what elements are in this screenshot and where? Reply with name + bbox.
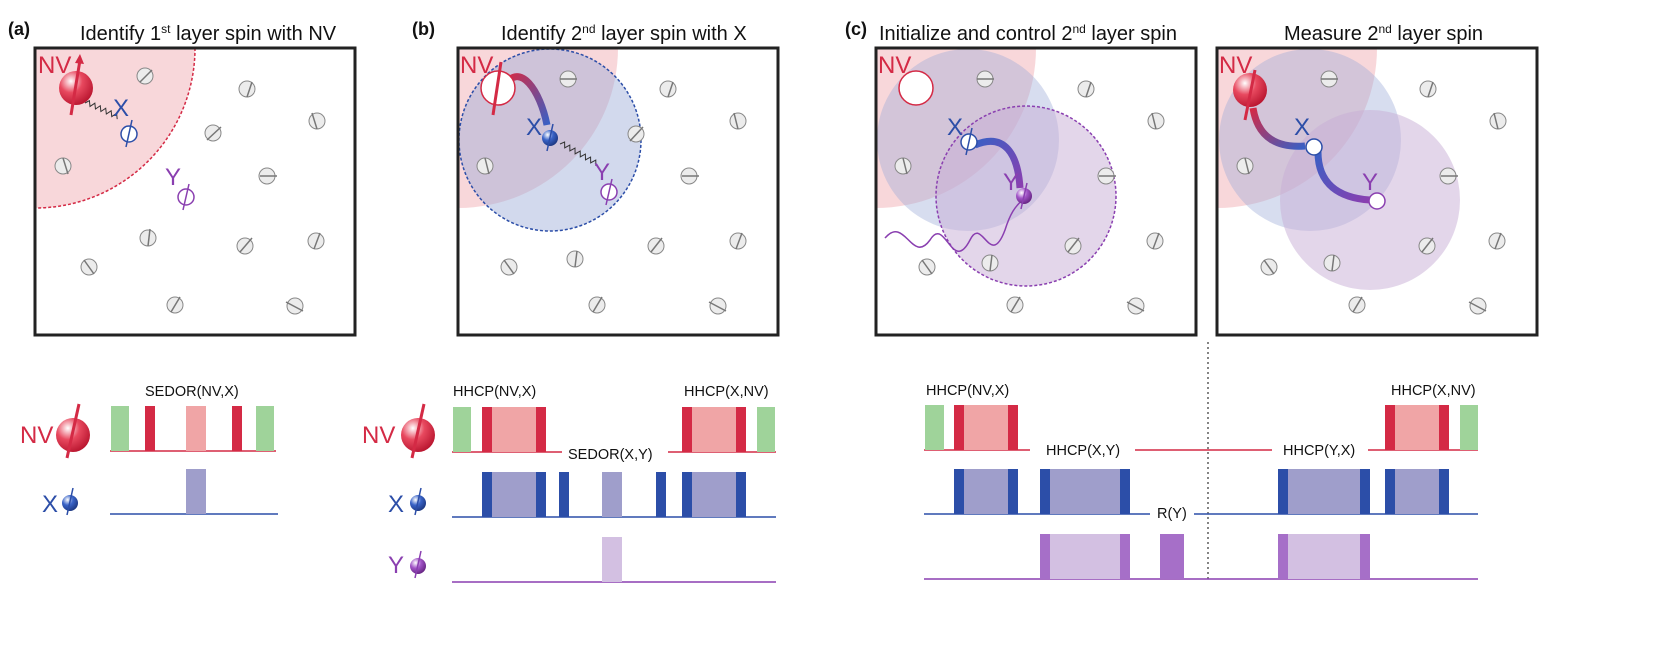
background-spin-arrows — [62, 69, 321, 313]
y-row-label: Y — [388, 552, 404, 579]
panel-b-letter: (b) — [412, 19, 435, 39]
x-label: X — [947, 114, 963, 141]
panel-b-frame — [456, 46, 780, 337]
nv-spinlock-pulse — [692, 407, 736, 452]
panel-c-left-frame — [874, 46, 1198, 337]
panel-b: (b) Identify 2nd layer spin with X NV X — [362, 19, 780, 583]
rf-drive-wave — [884, 199, 1023, 252]
green-pulse — [453, 407, 471, 452]
y-label: Y — [1362, 169, 1378, 196]
nv-label: NV — [38, 52, 71, 79]
green-pulse — [111, 406, 129, 451]
hhcp-y-x-label: HHCP(Y,X) — [1283, 443, 1355, 459]
coupling-wave — [84, 99, 118, 120]
x-spin — [1305, 138, 1323, 156]
background-spin-arrows — [1244, 78, 1502, 313]
nv-row-label: NV — [362, 422, 395, 449]
nv-label: NV — [878, 52, 911, 79]
panel-c-right-frame — [1215, 46, 1539, 337]
nv-spin-arrow — [69, 59, 82, 116]
hhcp-x-y-label: HHCP(X,Y) — [1046, 443, 1120, 459]
sedor-x-y-label: SEDOR(X,Y) — [568, 447, 653, 463]
panel-c-pulse-sequence: HHCP(NV,X) HHCP(X,Y) R(Y) HHCP(Y,X) HHCP… — [924, 383, 1478, 580]
panel-a: (a) Identify 1st layer spin with NV NV X… — [8, 19, 357, 518]
y-spinlock-pulse — [1288, 534, 1360, 579]
x-label: X — [113, 95, 129, 122]
y-label: Y — [165, 164, 181, 191]
x-spinlock-pulse — [492, 472, 536, 517]
x-row-label: X — [388, 491, 404, 518]
sedor-label: SEDOR(NV,X) — [145, 384, 239, 400]
panel-b-pulse-sequence: HHCP(NV,X) SEDOR(X,Y) HHCP(X,NV) NV X — [362, 384, 776, 583]
y-pi-pulse — [602, 537, 622, 582]
coupling-wave — [559, 141, 597, 166]
panel-a-letter: (a) — [8, 19, 30, 39]
nv-spin — [898, 70, 934, 106]
x-row-label: X — [42, 491, 58, 518]
hhcp-nv-x-label: HHCP(NV,X) — [453, 384, 536, 400]
polarization-transfer-arrow — [973, 137, 1024, 189]
green-pulse — [1460, 405, 1478, 450]
x-label: X — [1294, 114, 1310, 141]
y-label: Y — [1003, 169, 1019, 196]
x-spinlock-pulse — [964, 469, 1008, 514]
x-pi-pulse — [186, 469, 206, 514]
panel-c: (c) Initialize and control 2nd layer spi… — [845, 19, 1539, 580]
green-pulse — [925, 405, 944, 450]
y-label: Y — [594, 159, 610, 186]
nv-spinlock-pulse — [1395, 405, 1439, 450]
x-spinlock-pulse — [692, 472, 736, 517]
ry-label: R(Y) — [1157, 506, 1187, 522]
readout-arrow-x-to-nv — [1249, 107, 1306, 150]
readout-arrow-y-to-x — [1314, 151, 1371, 204]
panel-a-frame — [33, 46, 357, 337]
y-spinlock-pulse — [1050, 534, 1120, 579]
hhcp-x-nv-label: HHCP(X,NV) — [1391, 383, 1476, 399]
panel-c-title-left: Initialize and control 2nd layer spin — [879, 22, 1177, 45]
x-spinlock-pulse — [1288, 469, 1360, 514]
x-spinlock-pulse — [1395, 469, 1439, 514]
hhcp-x-nv-label: HHCP(X,NV) — [684, 384, 769, 400]
nv-spinlock-pulse — [492, 407, 536, 452]
nv-label: NV — [1219, 52, 1252, 79]
background-spin-arrows — [484, 78, 743, 313]
nv-spinlock-pulse — [964, 405, 1008, 450]
panel-c-letter: (c) — [845, 19, 867, 39]
nv-row-label: NV — [20, 422, 53, 449]
nv-pi-pulse — [186, 406, 206, 451]
nv-pi2-pulse — [232, 406, 242, 451]
green-pulse — [757, 407, 775, 452]
y-rotation-pulse — [1160, 534, 1184, 579]
panel-a-pulse-sequence: SEDOR(NV,X) NV X — [20, 384, 278, 518]
nv-pi2-pulse — [145, 406, 155, 451]
panel-c-title-right: Measure 2nd layer spin — [1284, 22, 1483, 45]
x-spinlock-pulse — [1050, 469, 1120, 514]
nv-label: NV — [460, 52, 493, 79]
y-spin — [1368, 192, 1386, 210]
hhcp-nv-x-label: HHCP(NV,X) — [926, 383, 1009, 399]
panel-a-title: Identify 1st layer spin with NV — [80, 22, 337, 45]
background-spin-arrows — [902, 78, 1160, 313]
panel-b-title: Identify 2nd layer spin with X — [501, 22, 747, 45]
x-label: X — [526, 114, 542, 141]
green-pulse — [256, 406, 274, 451]
